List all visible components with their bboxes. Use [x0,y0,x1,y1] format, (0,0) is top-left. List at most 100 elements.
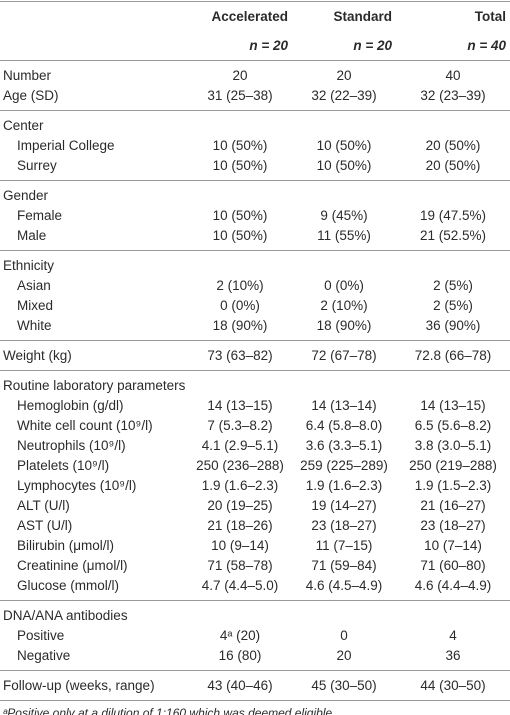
data-row: Male 10 (50%) 11 (55%) 21 (52.5%) [0,226,510,251]
cell-value: 3.6 (3.3–5.1) [305,438,383,453]
cell-value: 14 (13–14) [311,398,377,413]
data-row: Hemoglobin (g/dl) 14 (13–15) 14 (13–14) 14 … [0,396,510,416]
header-row: n = 20 n = 20 n = 40 [0,31,510,61]
cell-value: 11 (7–15) [315,538,373,553]
row-label: Weight (kg) [3,348,72,363]
row-label: Lymphocytes (10⁹/l) [17,478,137,493]
data-row: Weight (kg) 73 (63–82) 72 (67–78) 72.8 (66–… [0,341,510,371]
table: Accelerated Standard Total n = 20 n = 20… [0,1,510,701]
cell-value: 4.7 (4.4–5.0) [201,578,279,593]
row-group: Follow-up (weeks, range) 43 (40–46) 45 (30… [0,671,510,701]
data-row: Imperial College 10 (50%) 10 (50%) 20 (50%) [0,136,510,156]
column-n: n = 20 [249,38,288,53]
column-name: Total [474,9,506,24]
row-label: Negative [17,648,71,663]
group-heading-row: Gender [0,181,510,207]
cell-value: 36 [445,648,461,663]
cell-value: 21 (18–26) [207,518,273,533]
header-row: Accelerated Standard Total [0,2,510,32]
row-label: White [17,318,52,333]
header-cell [0,31,188,61]
cell-value: 3.8 (3.0–5.1) [414,438,492,453]
row-label: Asian [17,278,51,293]
row-label: Bilirubin (μmol/l) [17,538,115,553]
footnote: ᵃPositive only at a dilution of 1:160 wh… [3,706,336,715]
row-label: Neutrophils (10⁹/l) [17,438,126,453]
cell-value: 6.5 (5.6–8.2) [414,418,492,433]
header-cell [0,2,188,32]
cell-value: 20 [336,68,352,83]
row-group: Weight (kg) 73 (63–82) 72 (67–78) 72.8 (66–… [0,341,510,371]
cell-value: 11 (55%) [317,228,371,243]
cell-value: 71 (60–80) [420,558,486,573]
cell-value: 18 (90%) [212,318,268,333]
cell-value: 4.6 (4.4–4.9) [414,578,492,593]
cell-value: 10 (50%) [212,208,268,223]
cell-value: 14 (13–15) [420,398,486,413]
cell-value: 32 (22–39) [311,88,377,103]
cell-value: 2 (5%) [433,298,473,313]
row-group: Gender Female 10 (50%) 9 (45%) 19 (47.5%) Mal… [0,181,510,251]
data-row: Creatinine (μmol/l) 71 (58–78) 71 (59–84) 7… [0,556,510,576]
column-name: Accelerated [211,9,288,24]
data-row: Follow-up (weeks, range) 43 (40–46) 45 (30… [0,671,510,701]
cell-value: 40 [445,68,461,83]
row-group: Routine laboratory parameters Hemoglobin … [0,371,510,601]
cell-value: 0 [340,628,348,643]
row-label: White cell count (10⁹/l) [17,418,153,433]
cell-value: 10 (9–14) [211,538,269,553]
cell-value: 44 (30–50) [420,678,486,693]
cell-value: 20 [336,648,352,663]
cell-value: 21 (16–27) [420,498,486,513]
data-row: Neutrophils (10⁹/l) 4.1 (2.9–5.1) 3.6 (3.3… [0,436,510,456]
cell-value: 9 (45%) [320,208,368,223]
cell-value: 73 (63–82) [207,348,273,363]
cell-value: 2 (5%) [433,278,473,293]
data-row: Age (SD) 31 (25–38) 32 (22–39) 32 (23–39) [0,86,510,111]
cell-value: 4 [449,628,457,643]
cell-value: 19 (14–27) [311,498,377,513]
group-heading: Center [3,118,44,133]
cell-value: 36 (90%) [425,318,481,333]
data-row: Surrey 10 (50%) 10 (50%) 20 (50%) [0,156,510,181]
cell-value: 7 (5.3–8.2) [207,418,273,433]
row-label: Hemoglobin (g/dl) [17,398,124,413]
cell-value: 32 (23–39) [420,88,486,103]
group-heading-row: DNA/ANA antibodies [0,601,510,627]
group-heading: Routine laboratory parameters [3,378,186,393]
data-row: Bilirubin (μmol/l) 10 (9–14) 11 (7–15) 10 (… [0,536,510,556]
data-row: ALT (U/l) 20 (19–25) 19 (14–27) 21 (16–27) [0,496,510,516]
row-label: Positive [17,628,65,643]
data-row: Positive 4ᵃ (20) 0 4 [0,626,510,646]
data-row: Glucose (mmol/l) 4.7 (4.4–5.0) 4.6 (4.5–4.… [0,576,510,601]
cell-value: 10 (50%) [316,158,372,173]
cell-value: 10 (50%) [212,228,268,243]
cell-value: 0 (0%) [220,298,260,313]
data-row: Mixed 0 (0%) 2 (10%) 2 (5%) [0,296,510,316]
group-heading: Gender [3,188,49,203]
cell-value: 20 (19–25) [207,498,273,513]
column-name: Standard [333,9,392,24]
row-label: AST (U/l) [17,518,73,533]
cell-value: 19 (47.5%) [419,208,487,223]
row-label: Platelets (10⁹/l) [17,458,110,473]
cell-value: 20 (50%) [425,138,481,153]
group-heading-row: Ethnicity [0,251,510,277]
cell-value: 2 (10%) [320,298,368,313]
row-label: Number [3,68,52,83]
cell-value: 4ᵃ (20) [219,628,261,643]
cell-value: 20 [232,68,248,83]
data-row: Platelets (10⁹/l) 250 (236–288) 259 (225–2… [0,456,510,476]
row-label: Glucose (mmol/l) [17,578,120,593]
column-n: n = 40 [467,38,506,53]
cell-value: 0 (0%) [324,278,364,293]
cell-value: 4.1 (2.9–5.1) [201,438,279,453]
cell-value: 1.9 (1.6–2.3) [201,478,279,493]
data-row: Female 10 (50%) 9 (45%) 19 (47.5%) [0,206,510,226]
cell-value: 18 (90%) [316,318,372,333]
cell-value: 10 (50%) [316,138,372,153]
row-group: Center Imperial College 10 (50%) 10 (50%) 20… [0,111,510,181]
cell-value: 1.9 (1.6–2.3) [305,478,383,493]
cell-value: 259 (225–289) [300,458,388,473]
cell-value: 45 (30–50) [311,678,377,693]
